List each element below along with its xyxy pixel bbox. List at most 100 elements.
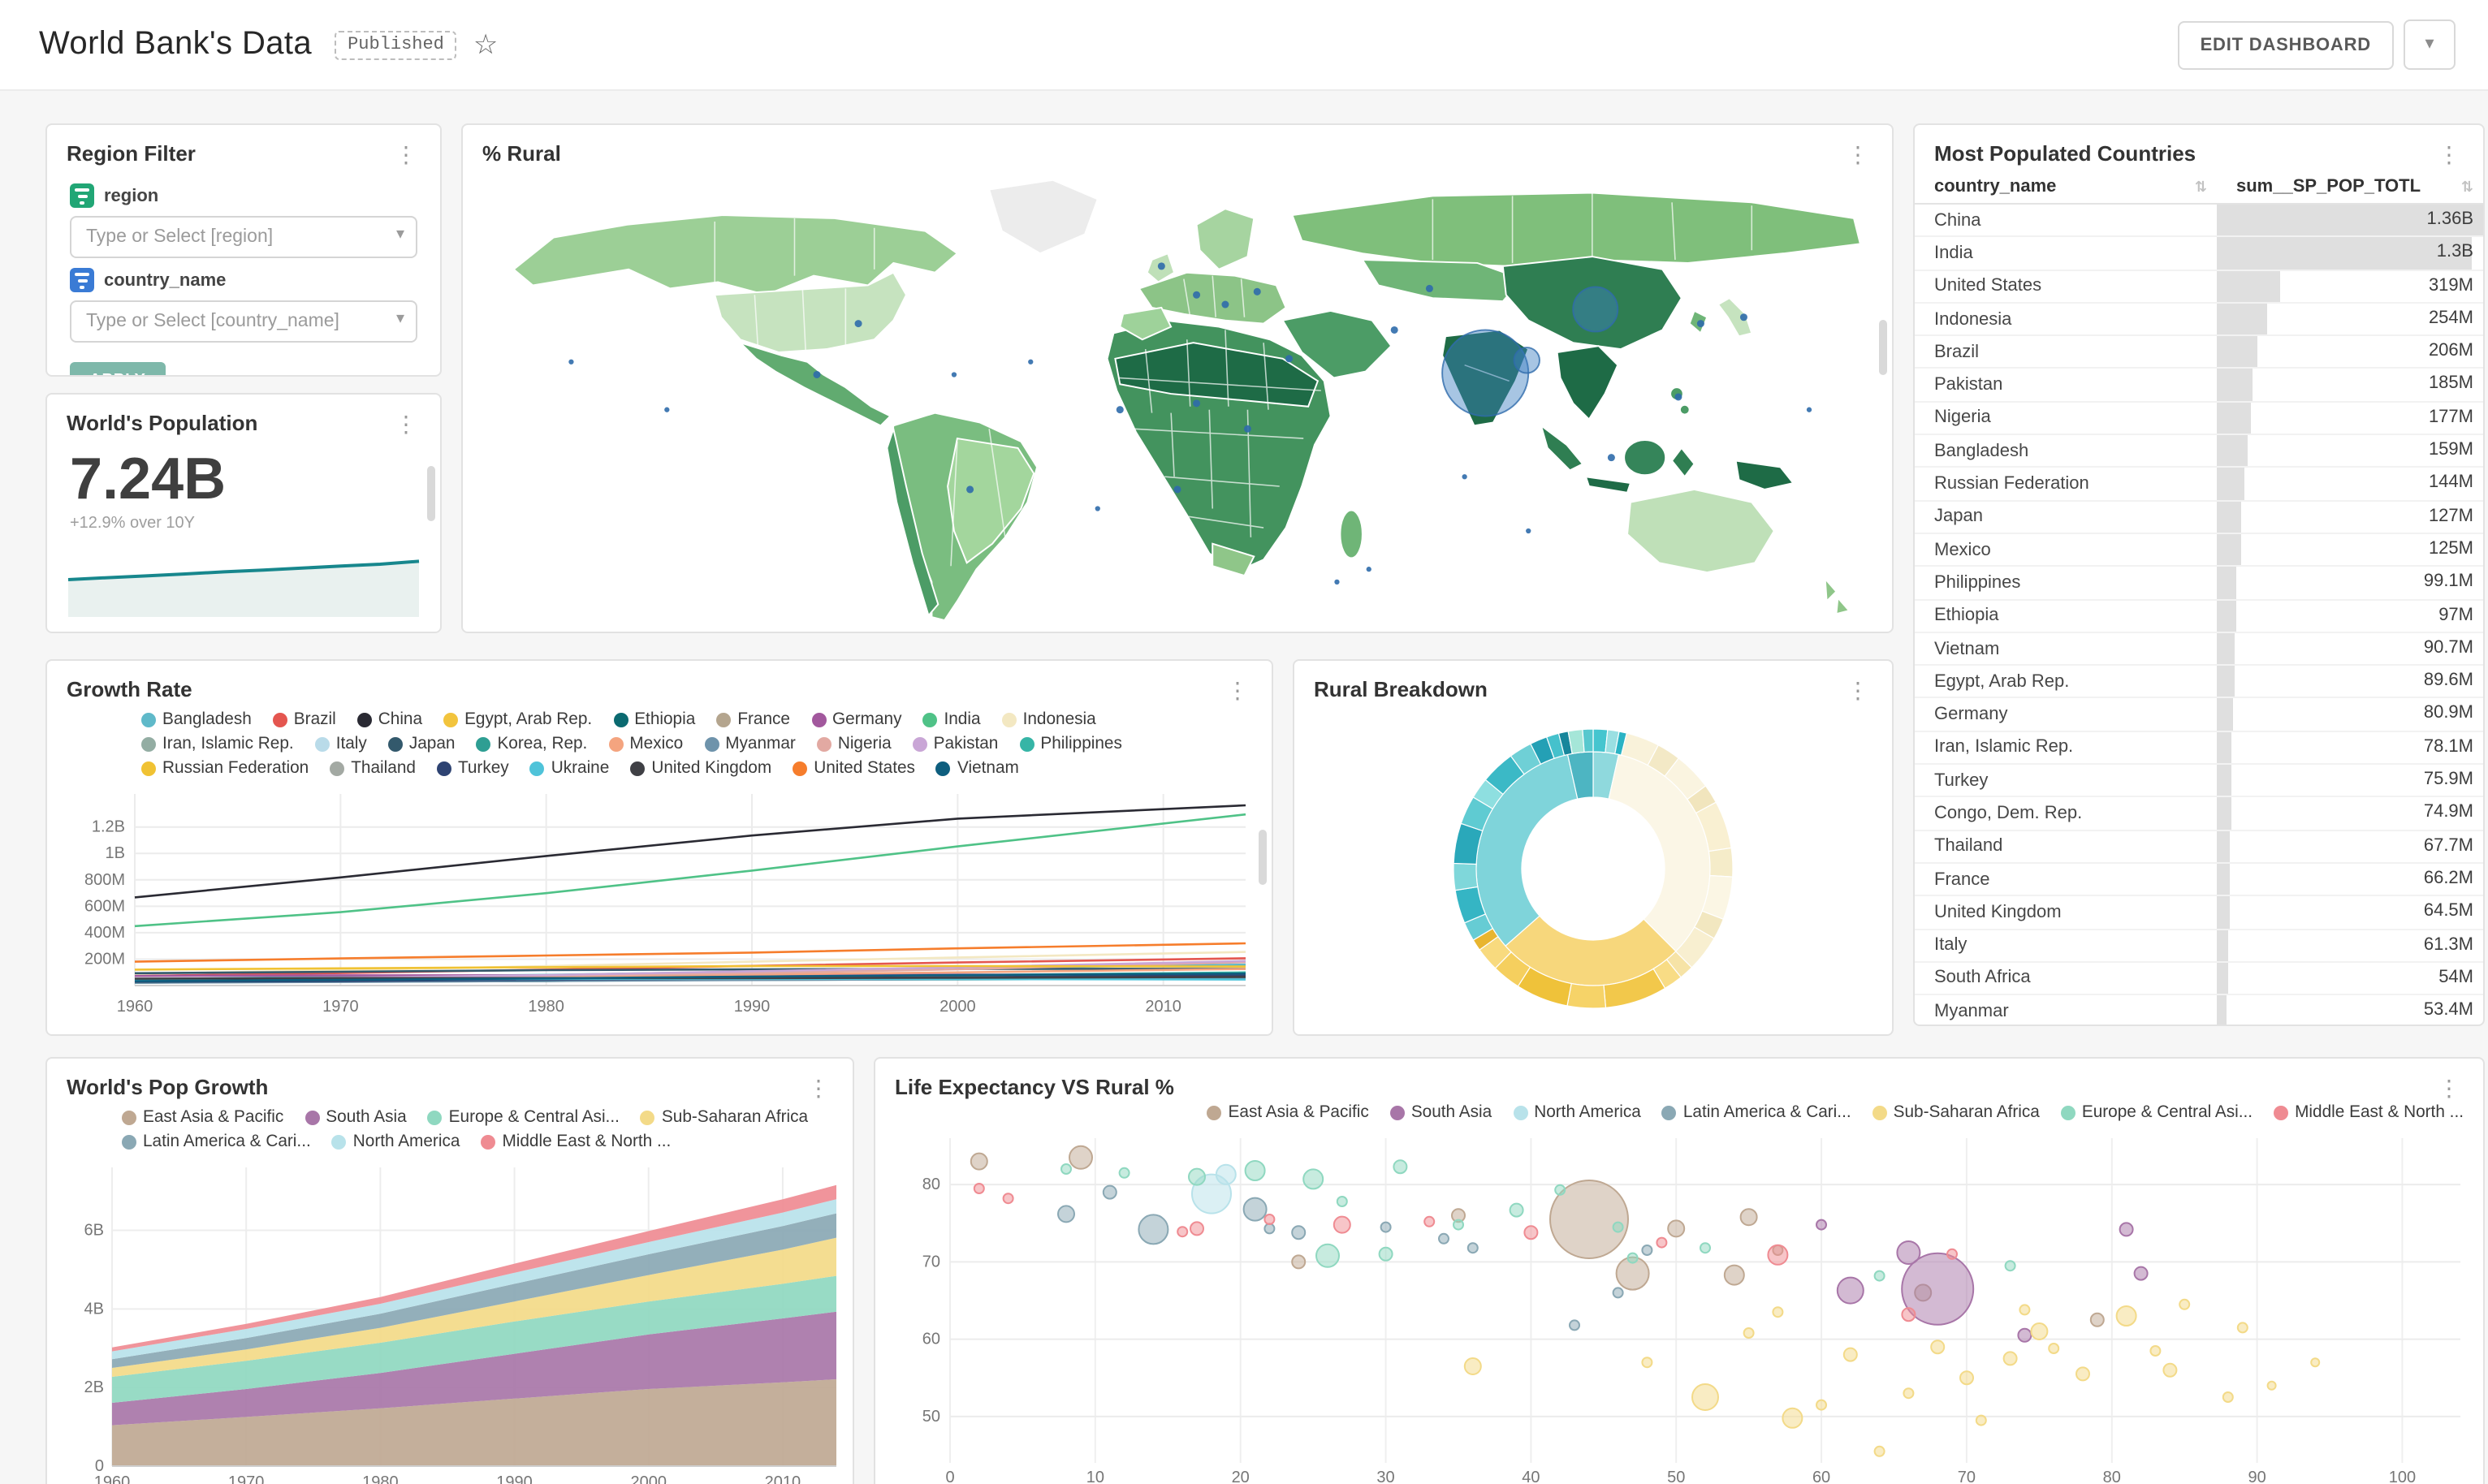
legend-item[interactable]: Myanmar [704,736,796,753]
population-cell: 125M [2217,533,2483,567]
svg-text:50: 50 [1667,1469,1685,1484]
rural-breakdown-card: Rural Breakdown ⋮ [1293,659,1894,1036]
legend-item[interactable]: Egypt, Arab Rep. [443,711,592,729]
legend-swatch [2060,1106,2075,1120]
legend-item[interactable]: Iran, Islamic Rep. [141,736,294,753]
legend-item[interactable]: Middle East & North ... [2274,1104,2464,1122]
legend-item[interactable]: Russian Federation [141,760,309,778]
country-select[interactable]: ▾ [70,300,417,343]
legend-swatch [330,761,345,776]
scrollbar-thumb[interactable] [1259,830,1267,885]
svg-text:1970: 1970 [228,1473,265,1484]
kebab-menu-icon[interactable]: ⋮ [1847,677,1869,703]
legend-item[interactable]: Sub-Saharan Africa [640,1109,808,1127]
legend-item[interactable]: France [716,711,790,729]
legend-item[interactable]: South Asia [1389,1104,1492,1122]
legend-label: Korea, Rep. [497,736,588,753]
table-row: South Africa 54M [1915,961,2483,996]
legend-swatch [529,761,545,776]
table-row: Egypt, Arab Rep. 89.6M [1915,665,2483,699]
legend-item[interactable]: India [922,711,981,729]
svg-text:90: 90 [2248,1469,2266,1484]
legend-item[interactable]: Ethiopia [613,711,695,729]
legend-item[interactable]: Japan [387,736,455,753]
legend-item[interactable]: East Asia & Pacific [122,1109,283,1127]
legend-item[interactable]: Korea, Rep. [476,736,587,753]
kebab-menu-icon[interactable]: ⋮ [2438,1075,2460,1101]
legend-item[interactable]: Brazil [272,711,336,729]
legend-item[interactable]: China [356,711,422,729]
legend-item[interactable]: South Asia [305,1109,407,1127]
kebab-menu-icon[interactable]: ⋮ [395,141,417,167]
kebab-menu-icon[interactable]: ⋮ [1847,141,1869,167]
apply-filter-button[interactable]: APPLY [70,362,166,375]
legend-item[interactable]: United Kingdom [630,760,771,778]
dashboard-actions-caret-button[interactable]: ▾ [2404,19,2456,70]
legend-item[interactable]: Italy [314,736,367,753]
svg-text:1.2B: 1.2B [92,818,125,836]
legend-item[interactable]: North America [1513,1104,1641,1122]
table-row: Iran, Islamic Rep. 78.1M [1915,731,2483,766]
legend-item[interactable]: Nigeria [816,736,892,753]
region-select-input[interactable] [70,216,417,258]
legend-swatch [476,737,491,752]
population-cell: 61.3M [2217,929,2483,963]
legend-item[interactable]: Latin America & Cari... [122,1133,311,1151]
rural-breakdown-donut-canvas[interactable] [1294,706,1892,1031]
population-bar [2217,765,2232,796]
kebab-menu-icon[interactable]: ⋮ [807,1075,830,1101]
population-cell: 177M [2217,401,2483,436]
favorite-star-icon[interactable]: ☆ [473,29,499,60]
life-expectancy-chart-canvas[interactable]: 0 10 20 30 40 50 60 70 80 90 100 50 60 70 80 [875,1125,2473,1484]
legend-item[interactable]: North America [331,1133,460,1151]
kebab-menu-icon[interactable]: ⋮ [395,411,417,437]
column-header-population[interactable]: sum__SP_POP_TOTL ⇅ [2217,170,2483,205]
population-bar [2217,632,2235,664]
svg-text:800M: 800M [84,871,125,889]
legend-item[interactable]: Ukraine [529,760,610,778]
kebab-menu-icon[interactable]: ⋮ [2438,141,2460,167]
legend-item[interactable]: United States [793,760,915,778]
column-header-country[interactable]: country_name ⇅ [1915,170,2217,205]
legend-item[interactable]: Indonesia [1001,711,1096,729]
country-cell: Indonesia [1915,302,2217,337]
svg-text:80: 80 [2103,1469,2121,1484]
population-cell: 185M [2217,368,2483,403]
population-bar [2217,270,2280,301]
legend-item[interactable]: East Asia & Pacific [1207,1104,1369,1122]
legend-item[interactable]: Latin America & Cari... [1661,1104,1851,1122]
pop-growth-chart-canvas[interactable]: 1960 1970 1980 1990 2000 2010 0 2B 4B 6B [47,1158,846,1484]
table-row: China 1.36B [1915,204,2483,238]
scrollbar-thumb[interactable] [1879,320,1887,375]
region-select[interactable]: ▾ [70,216,417,258]
edit-dashboard-button[interactable]: EDIT DASHBOARD [2177,20,2394,69]
legend-item[interactable]: Germany [811,711,901,729]
legend-item[interactable]: Europe & Central Asi... [2060,1104,2253,1122]
legend-item[interactable]: Vietnam [935,760,1019,778]
legend-item[interactable]: Philippines [1019,736,1122,753]
legend-label: Latin America & Cari... [143,1133,311,1151]
svg-text:100: 100 [2389,1469,2416,1484]
sort-icon: ⇅ [2194,179,2207,195]
legend-item[interactable]: Sub-Saharan Africa [1872,1104,2040,1122]
growth-rate-chart-canvas[interactable]: 1960 1970 1980 1990 2000 2010 200M 400M 600M 800M… [47,784,1262,1025]
legend-item[interactable]: Turkey [436,760,509,778]
world-map[interactable] [463,170,1892,622]
legend-item[interactable]: Europe & Central Asi... [427,1109,620,1127]
filter-field-name: country_name [104,270,227,290]
country-select-input[interactable] [70,300,417,343]
status-badge[interactable]: Published [335,30,457,59]
scrollbar-thumb[interactable] [427,466,435,521]
population-bar [2217,698,2233,730]
legend-item[interactable]: Middle East & North ... [481,1133,671,1151]
kebab-menu-icon[interactable]: ⋮ [1226,677,1249,703]
most-populated-table: country_name ⇅ sum__SP_POP_TOTL ⇅ China 1.3… [1915,170,2483,1025]
legend-item[interactable]: Thailand [330,760,416,778]
legend-item[interactable]: Bangladesh [141,711,252,729]
country-cell: Thailand [1915,830,2217,864]
legend-item[interactable]: Mexico [608,736,683,753]
population-trend-sparkline[interactable] [67,548,421,617]
legend-label: Ukraine [551,760,610,778]
country-cell: Pakistan [1915,368,2217,403]
legend-item[interactable]: Pakistan [912,736,998,753]
